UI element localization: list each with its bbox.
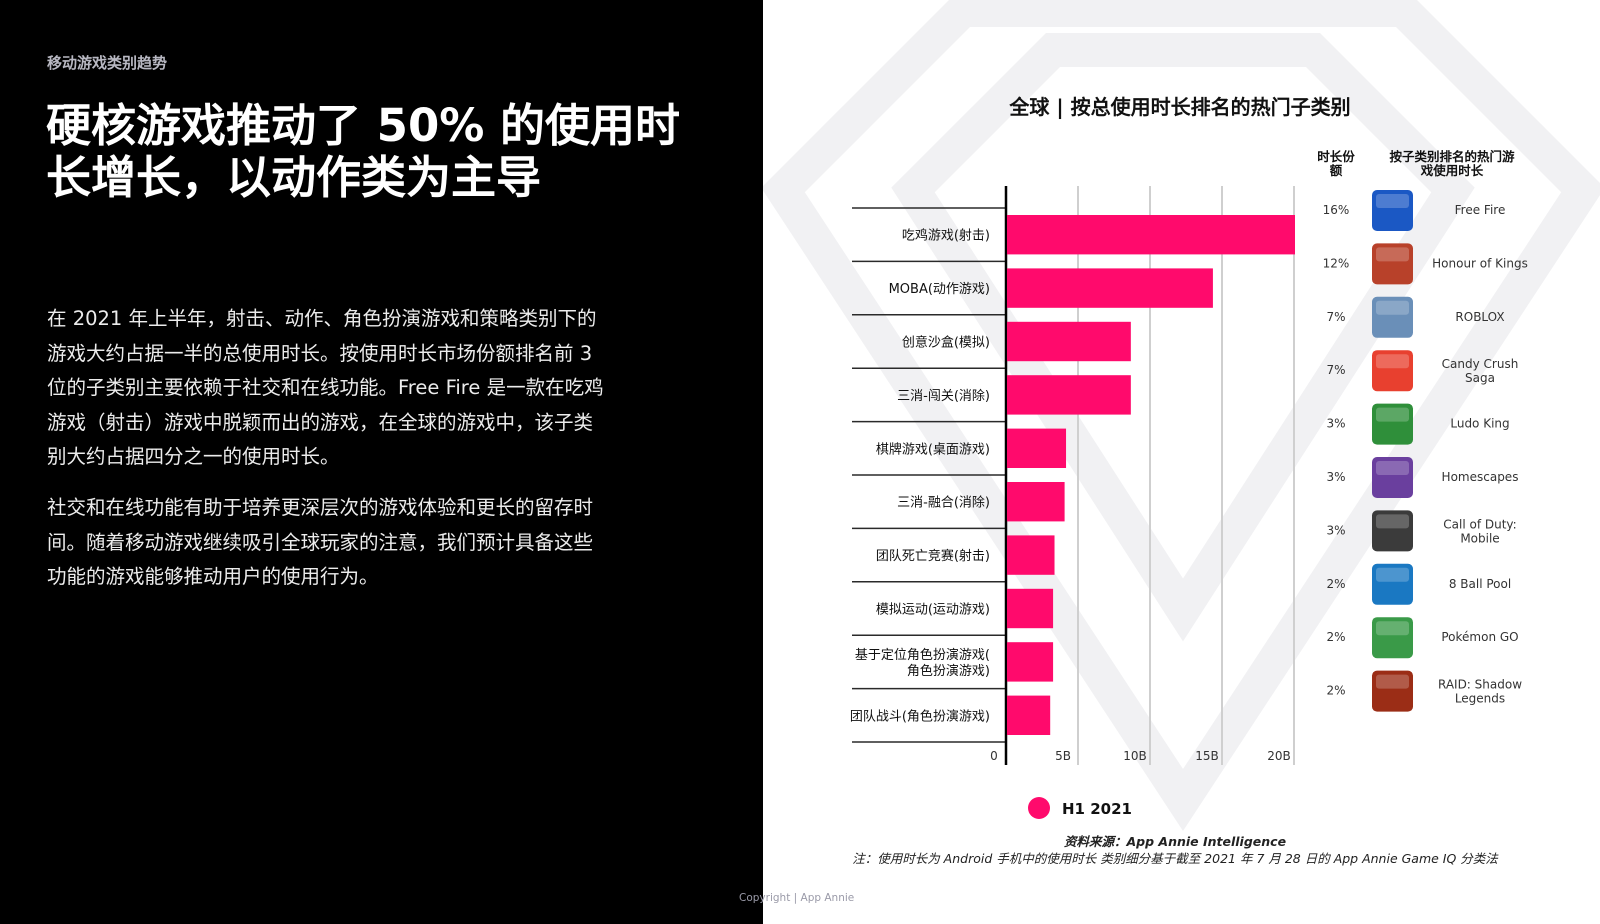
legend-swatch xyxy=(1028,797,1050,819)
bar-4 xyxy=(1007,428,1067,468)
category-label-0: 吃鸡游戏(射击) xyxy=(902,228,990,244)
top-game-name-8: Pokémon GO xyxy=(1441,630,1518,644)
share-value-5: 3% xyxy=(1326,470,1345,484)
note-text: 注：使用时长为 Android 手机中的使用时长 类别细分基于截至 2021 年… xyxy=(852,851,1498,866)
ludo-king-icon-highlight xyxy=(1376,407,1409,422)
pokemon-go-icon xyxy=(1372,617,1413,659)
ludo-king-icon xyxy=(1372,403,1413,445)
x-tick-label-4: 20B xyxy=(1267,749,1291,763)
free-fire-icon-highlight xyxy=(1376,194,1409,208)
chart-title: 全球 | 按总使用时长排名的热门子类别 xyxy=(1008,95,1350,119)
category-label-7: 模拟运动(运动游戏) xyxy=(876,603,990,618)
honour-of-kings-icon xyxy=(1372,243,1413,285)
homescapes-icon-highlight xyxy=(1376,461,1409,475)
top-game-name-2: ROBLOX xyxy=(1455,310,1504,324)
raid-shadow-legends-icon-highlight xyxy=(1376,674,1409,689)
bar-7 xyxy=(1007,588,1054,629)
top-game-name-9-line-2: Legends xyxy=(1455,692,1505,706)
x-tick-label-0: 0 xyxy=(990,749,998,763)
share-value-8: 2% xyxy=(1326,630,1345,644)
share-value-2: 7% xyxy=(1326,310,1345,324)
category-label-3: 三消-闯关(消除) xyxy=(897,389,990,404)
legend-label: H1 2021 xyxy=(1062,800,1132,818)
x-tick-label-3: 15B xyxy=(1195,749,1219,763)
x-tick-label-2: 10B xyxy=(1123,749,1147,763)
category-label-5: 三消-融合(消除) xyxy=(897,496,990,511)
top-game-name-1: Honour of Kings xyxy=(1432,256,1528,270)
bar-1 xyxy=(1007,268,1213,308)
category-label-9: 团队战斗(角色扮演游戏) xyxy=(850,708,990,724)
share-header-line-2: 额 xyxy=(1330,163,1343,178)
8-ball-pool-icon xyxy=(1372,563,1413,605)
bar-8 xyxy=(1007,642,1054,682)
raid-shadow-legends-icon xyxy=(1372,670,1413,712)
bar-5 xyxy=(1007,482,1065,522)
honour-of-kings-icon-highlight xyxy=(1376,247,1409,262)
share-header-line-1: 时长份 xyxy=(1317,149,1355,164)
top-game-name-9-line-1: RAID: Shadow xyxy=(1438,678,1522,692)
candy-crush-saga-icon xyxy=(1372,350,1413,392)
call-of-duty-mobile-icon xyxy=(1372,510,1413,552)
bar-0 xyxy=(1007,215,1295,255)
top-game-name-5: Homescapes xyxy=(1442,470,1519,484)
category-label-4: 棋牌游戏(桌面游戏) xyxy=(876,441,990,457)
headline: 硬核游戏推动了 50% 的使用时长增长，以动作类为主导 xyxy=(46,99,681,204)
category-label-6: 团队死亡竞赛(射击) xyxy=(876,548,990,564)
left-panel: 移动游戏类别趋势 硬核游戏推动了 50% 的使用时长增长，以动作类为主导 在 2… xyxy=(0,0,763,924)
call-of-duty-mobile-icon-highlight xyxy=(1376,514,1409,529)
top-game-name-6-line-2: Mobile xyxy=(1460,531,1499,545)
candy-crush-saga-icon-highlight xyxy=(1376,354,1409,369)
share-value-9: 2% xyxy=(1326,684,1345,698)
top-game-header-line-1: 按子类别排名的热门游 xyxy=(1389,149,1515,164)
category-label-1: MOBA(动作游戏) xyxy=(889,282,990,297)
bar-6 xyxy=(1007,535,1055,575)
chart-footnote: 资料来源：App Annie Intelligence 注：使用时长为 Andr… xyxy=(845,833,1505,867)
roblox-icon xyxy=(1372,296,1413,338)
top-game-name-4: Ludo King xyxy=(1450,417,1509,431)
top-game-name-0: Free Fire xyxy=(1455,203,1506,217)
copyright: Copyright | App Annie xyxy=(739,892,855,904)
source-value: App Annie Intelligence xyxy=(1126,834,1287,849)
bar-3 xyxy=(1007,375,1131,415)
homescapes-icon xyxy=(1372,457,1413,498)
category-label-8: 基于定位角色扮演游戏(角色扮演游戏) xyxy=(855,647,990,679)
category-label-2: 创意沙盒(模拟) xyxy=(902,335,990,351)
x-tick-label-1: 5B xyxy=(1055,749,1071,763)
body-paragraph-2: 社交和在线功能有助于培养更深层次的游戏体验和更长的留存时间。随着移动游戏继续吸引… xyxy=(47,496,594,588)
8-ball-pool-icon-highlight xyxy=(1376,567,1409,582)
free-fire-icon xyxy=(1372,190,1413,231)
share-value-4: 3% xyxy=(1326,417,1345,431)
share-value-0: 16% xyxy=(1323,203,1350,217)
source-label: 资料来源： xyxy=(1063,834,1127,849)
top-game-name-7: 8 Ball Pool xyxy=(1449,577,1511,591)
body-paragraph-1: 在 2021 年上半年，射击、动作、角色扮演游戏和策略类别下的游戏大约占据一半的… xyxy=(47,307,604,468)
top-game-name-3-line-1: Candy Crush xyxy=(1442,357,1519,371)
share-value-1: 12% xyxy=(1323,256,1350,270)
share-value-3: 7% xyxy=(1326,363,1345,377)
share-value-6: 3% xyxy=(1326,523,1345,537)
share-value-7: 2% xyxy=(1326,577,1345,591)
section-label: 移动游戏类别趋势 xyxy=(47,54,168,72)
bar-2 xyxy=(1007,321,1131,362)
top-game-header-line-2: 戏使用时长 xyxy=(1420,163,1484,178)
right-panel xyxy=(763,0,1600,924)
top-game-name-6-line-1: Call of Duty: xyxy=(1443,517,1516,531)
top-game-name-3-line-2: Saga xyxy=(1465,371,1495,385)
pokemon-go-icon-highlight xyxy=(1376,621,1409,636)
roblox-icon-highlight xyxy=(1376,300,1409,315)
bar-9 xyxy=(1007,695,1051,735)
